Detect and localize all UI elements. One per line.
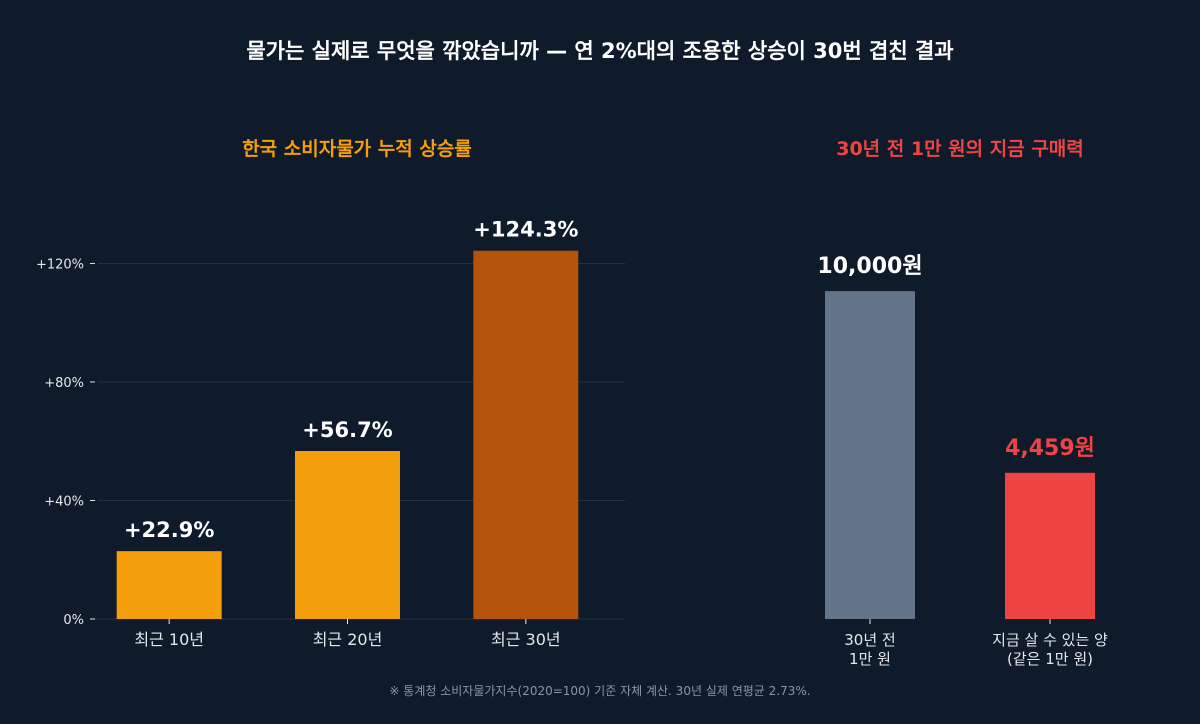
data-label: +124.3% bbox=[473, 218, 578, 242]
left-chart-cumulative-inflation: 0% +40% +80% +120% +22.9% 최근 10년 +56.7% 최근 20년 +… bbox=[36, 218, 625, 649]
data-label: +22.9% bbox=[124, 518, 214, 542]
footnote: ※ 통계청 소비자물가지수(2020=100) 기준 자체 계산. 30년 실제… bbox=[389, 684, 810, 698]
y-tick-label: +120% bbox=[36, 257, 84, 272]
data-label: 10,000원 bbox=[817, 254, 922, 279]
bar bbox=[295, 451, 400, 619]
y-tick-label: +40% bbox=[44, 494, 84, 509]
x-tick-label: 최근 30년 bbox=[491, 630, 561, 649]
left-chart-title: 한국 소비자물가 누적 상승률 bbox=[242, 138, 472, 160]
main-title: 물가는 실제로 무엇을 깎았습니까 — 연 2%대의 조용한 상승이 30번 겹… bbox=[246, 39, 953, 63]
y-tick-label: +80% bbox=[44, 376, 84, 391]
y-tick-label: 0% bbox=[63, 613, 84, 628]
data-label: 4,459원 bbox=[1005, 436, 1095, 461]
bar bbox=[473, 250, 579, 619]
bar bbox=[825, 291, 915, 619]
data-label: +56.7% bbox=[302, 418, 392, 442]
bar bbox=[116, 551, 222, 619]
x-tick-label: 최근 10년 bbox=[134, 630, 204, 649]
x-tick-label: 30년 전 1만 원 bbox=[844, 631, 895, 668]
bar bbox=[1005, 472, 1095, 619]
x-tick-label: 최근 20년 bbox=[313, 630, 383, 649]
right-chart-title: 30년 전 1만 원의 지금 구매력 bbox=[836, 138, 1084, 160]
x-tick-label: 지금 살 수 있는 양 (같은 1만 원) bbox=[992, 631, 1108, 668]
